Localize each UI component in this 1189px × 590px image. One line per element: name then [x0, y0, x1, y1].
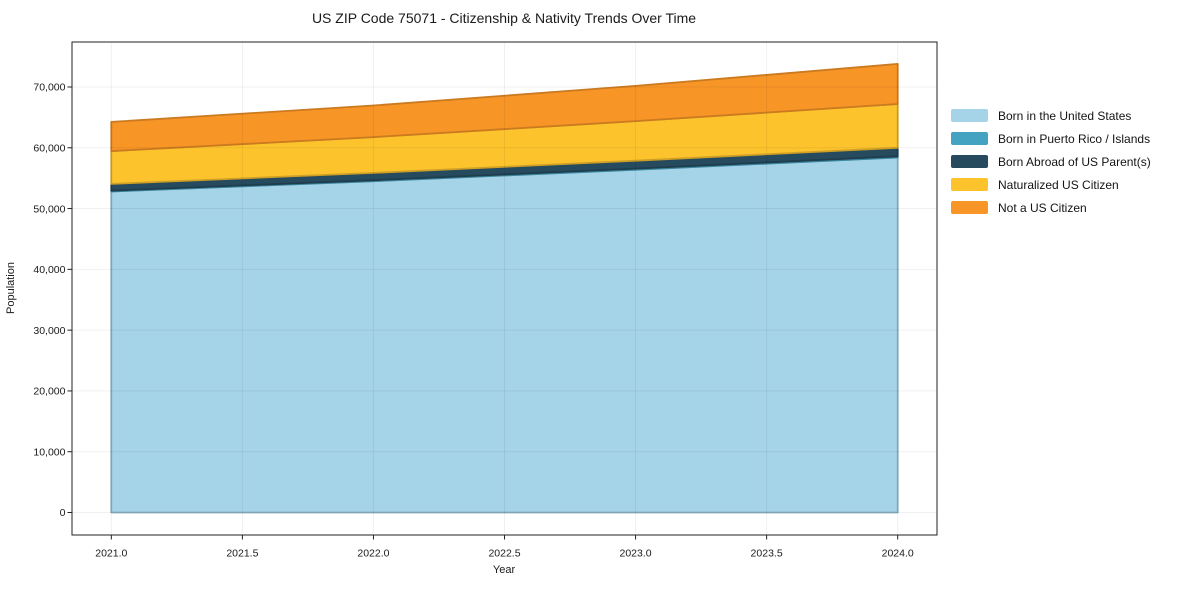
- x-tick-label: 2023.5: [751, 548, 783, 560]
- legend-item-1: Born in Puerto Rico / Islands: [951, 127, 1151, 150]
- y-tick-label: 30,000: [33, 325, 65, 337]
- plot-area: 2021.0 2021.5 2022.0 2022.5 2023.0 2023.5 2024…: [33, 41, 938, 560]
- area-series-0: [111, 157, 898, 513]
- area-series-2: [111, 147, 898, 191]
- y-tick-label: 0: [60, 507, 66, 519]
- y-tick-label: 40,000: [33, 264, 65, 276]
- legend: Born in the United States Born in Puerto …: [951, 104, 1151, 219]
- legend-label: Naturalized US Citizen: [998, 177, 1119, 192]
- legend-swatch-icon: [951, 109, 988, 122]
- area-series-4: [111, 63, 898, 152]
- gridlines: [72, 42, 937, 535]
- legend-item-3: Naturalized US Citizen: [951, 173, 1151, 196]
- legend-swatch-icon: [951, 132, 988, 145]
- ticks-group: 2021.0 2021.5 2022.0 2022.5 2023.0 2023.5 2024…: [33, 82, 914, 560]
- legend-swatch-icon: [951, 178, 988, 191]
- x-tick-label: 2022.5: [488, 548, 520, 560]
- legend-item-0: Born in the United States: [951, 104, 1151, 127]
- legend-swatch-icon: [951, 155, 988, 168]
- y-tick-label: 60,000: [33, 142, 65, 154]
- x-tick-label: 2023.0: [619, 548, 651, 560]
- legend-label: Not a US Citizen: [998, 200, 1087, 215]
- y-tick-label: 50,000: [33, 203, 65, 215]
- area-outline-4: [110, 63, 899, 152]
- legend-label: Born in Puerto Rico / Islands: [998, 131, 1151, 146]
- x-tick-label: 2024.0: [882, 548, 914, 560]
- legend-label: Born in the United States: [998, 108, 1132, 123]
- legend-label: Born Abroad of US Parent(s): [998, 154, 1151, 169]
- y-tick-label: 20,000: [33, 386, 65, 398]
- x-axis-label: Year: [493, 564, 516, 576]
- area-series-3: [111, 104, 898, 184]
- y-tick-label: 10,000: [33, 446, 65, 458]
- areas-group: [110, 63, 899, 514]
- chart-title: US ZIP Code 75071 - Citizenship & Nativi…: [312, 10, 696, 26]
- y-axis-label: Population: [5, 262, 17, 314]
- legend-item-4: Not a US Citizen: [951, 196, 1151, 219]
- legend-item-2: Born Abroad of US Parent(s): [951, 150, 1151, 173]
- x-tick-label: 2021.5: [226, 548, 258, 560]
- y-tick-label: 70,000: [33, 82, 65, 94]
- x-tick-label: 2021.0: [95, 548, 127, 560]
- x-tick-label: 2022.0: [357, 548, 389, 560]
- legend-swatch-icon: [951, 201, 988, 214]
